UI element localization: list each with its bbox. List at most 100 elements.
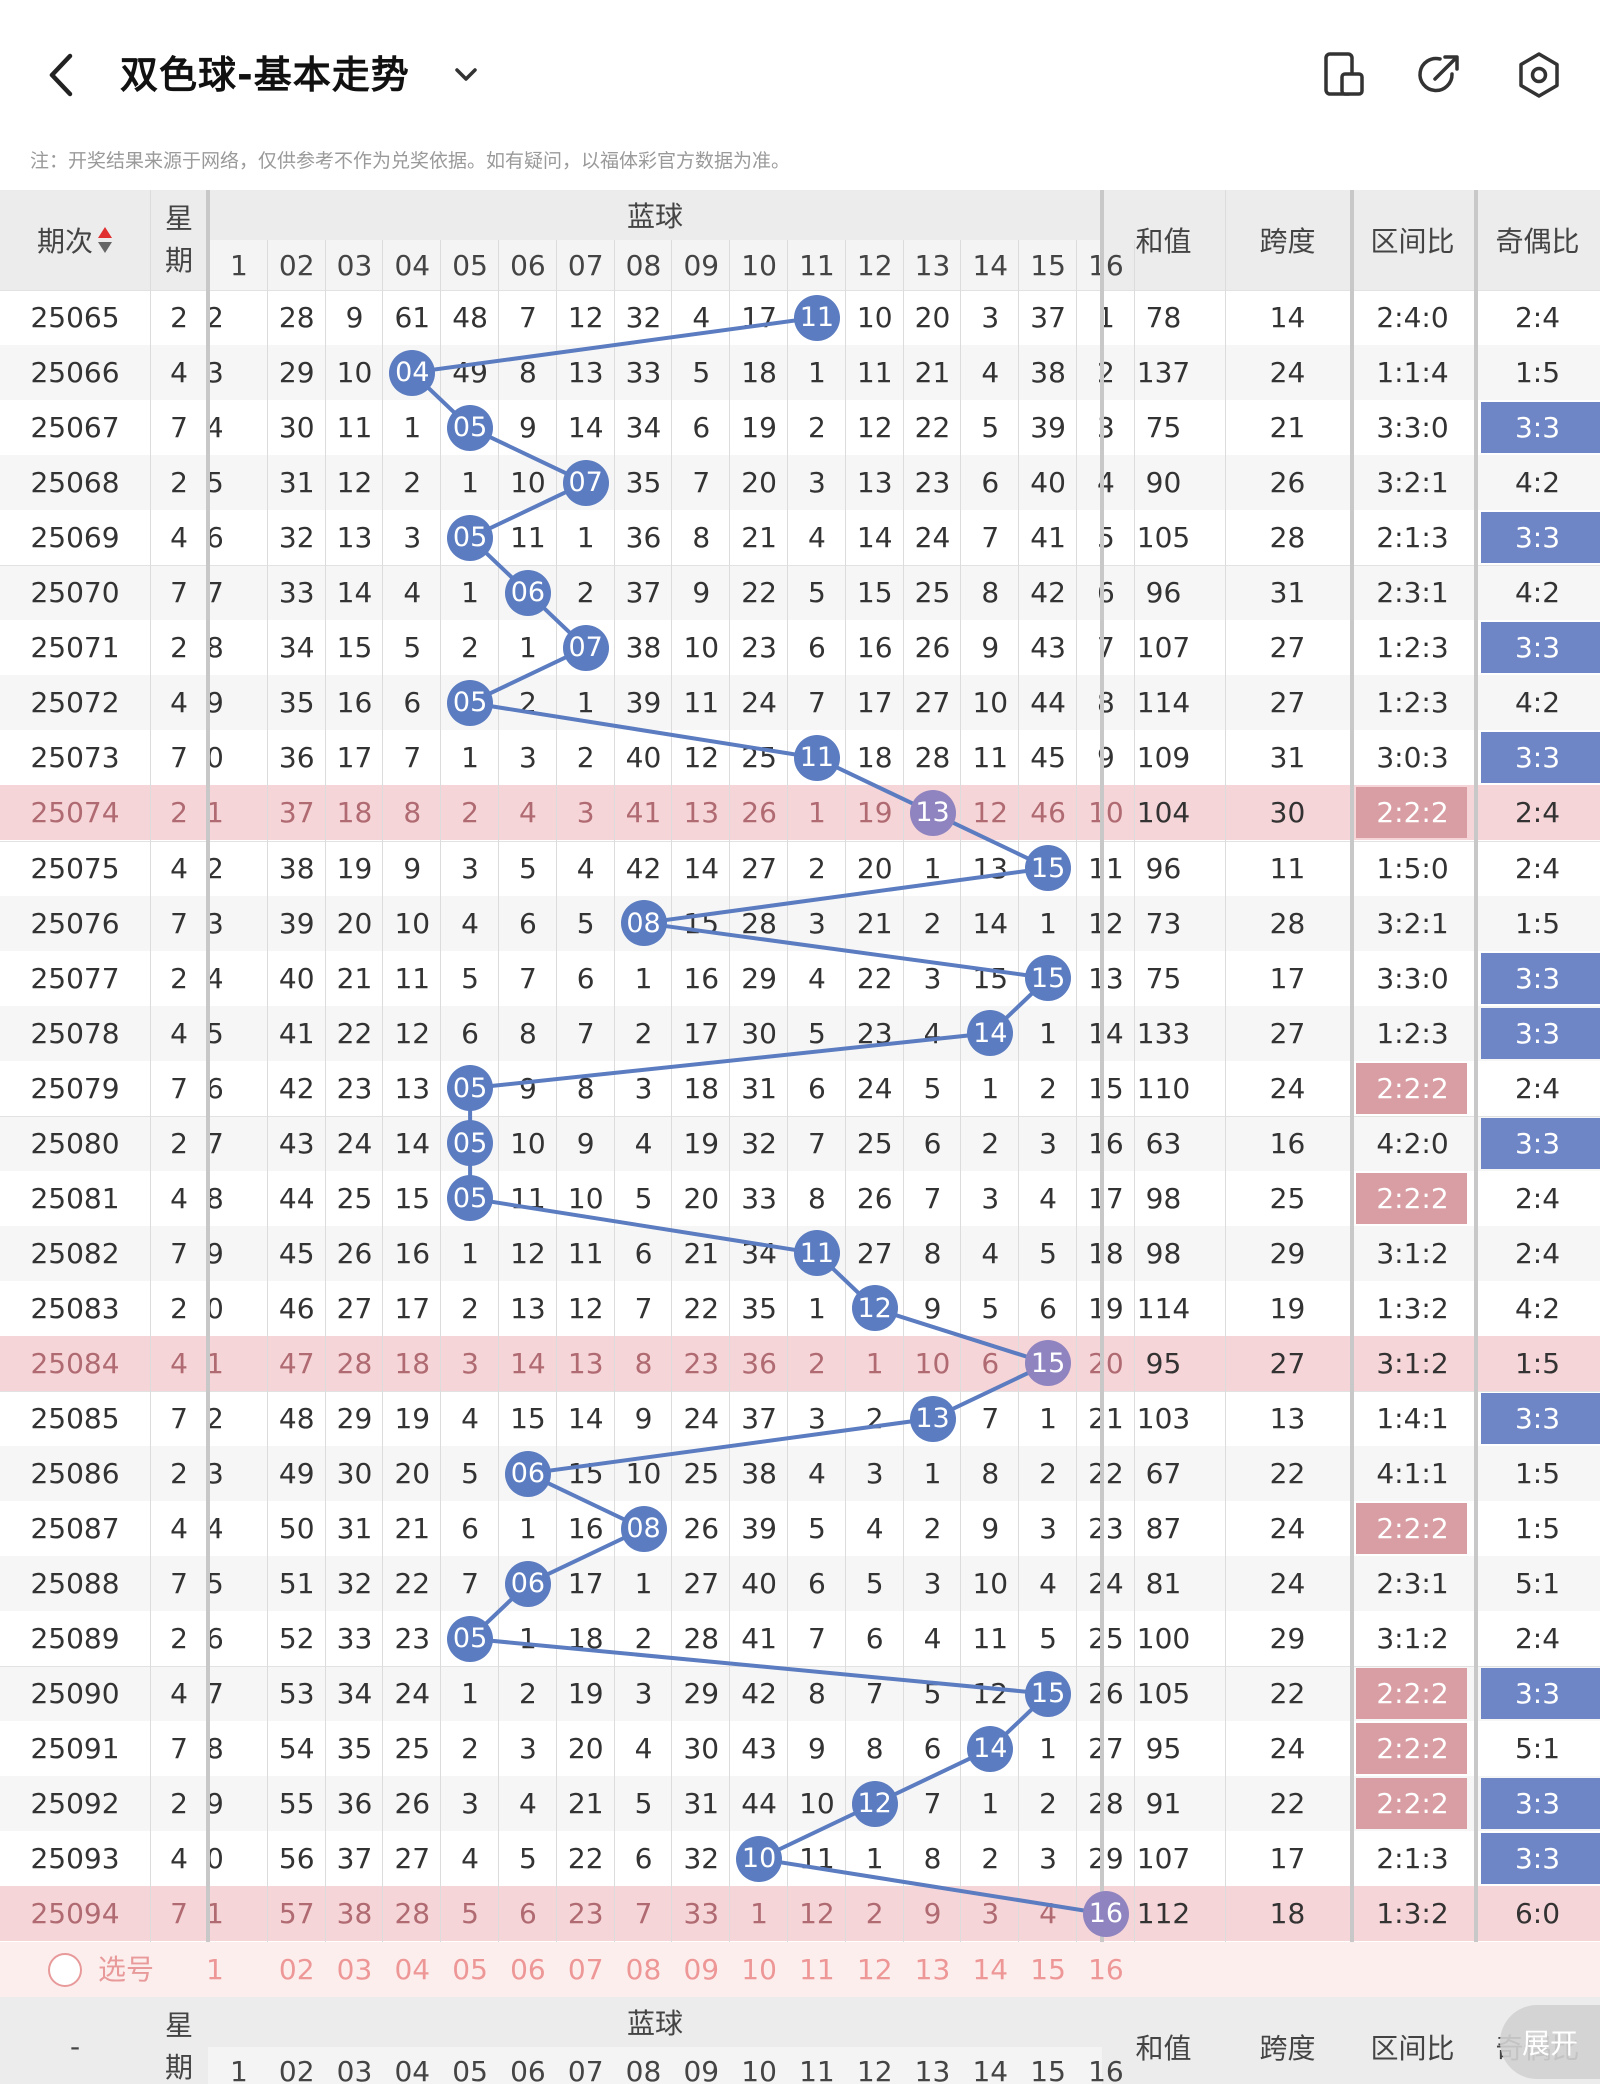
blue-cell-12: 4 (865, 1512, 884, 1546)
period-cell: 25068 (30, 466, 120, 500)
blue-cell-2: 47 (278, 1346, 315, 1380)
blue-cell-13: 7 (923, 1181, 942, 1215)
sum-cell: 90 (1145, 466, 1182, 500)
sum-cell: 81 (1145, 1567, 1182, 1601)
blue-cell-10: 19 (741, 411, 777, 445)
blue-cell-1: 3 (206, 906, 222, 940)
blue-cell-2: 29 (278, 356, 315, 390)
select-radio-icon[interactable] (48, 1952, 82, 1987)
blue-cell-6: 2 (518, 686, 537, 720)
period-cell: 25067 (30, 411, 120, 445)
odd-even-ratio-cell: 1:5 (1514, 356, 1561, 390)
chevron-down-icon[interactable] (448, 56, 484, 92)
blue-cell-11: 10 (799, 1787, 835, 1821)
blue-cell-10: 1 (750, 1897, 768, 1931)
span-cell: 24 (1269, 356, 1306, 390)
zone-ratio-cell: 3:1:2 (1376, 1346, 1449, 1380)
select-label[interactable]: 选号 (98, 1952, 155, 1986)
select-number-11[interactable]: 11 (799, 1952, 835, 1986)
blue-cell-15: 1 (1039, 906, 1057, 940)
blue-cell-2: 30 (278, 411, 315, 445)
blue-cell-12: 26 (856, 1181, 893, 1215)
blue-cell-12: 1 (865, 1346, 884, 1380)
blue-cell-13: 7 (923, 1787, 942, 1821)
select-number-4[interactable]: 04 (394, 1952, 431, 1986)
select-number-6[interactable]: 06 (510, 1952, 546, 1986)
week-cell: 2 (170, 301, 188, 335)
blue-cell-15: 1 (1039, 1732, 1057, 1766)
blue-cell-7: 14 (567, 411, 604, 445)
select-number-9[interactable]: 09 (683, 1952, 720, 1986)
blue-cell-6: 4 (518, 796, 537, 830)
blue-cell-12: 11 (856, 356, 893, 390)
blue-cell-14: 4 (981, 1236, 1000, 1270)
back-button[interactable] (38, 46, 88, 104)
blue-cell-5: 1 (461, 1236, 479, 1270)
col-header-period[interactable]: 期次 (0, 190, 150, 290)
span-cell: 22 (1269, 1457, 1306, 1491)
select-number-8[interactable]: 08 (625, 1952, 662, 1986)
blue-cell-6: 15 (510, 1402, 546, 1436)
blue-cell-1: 7 (206, 576, 222, 610)
span-cell: 17 (1269, 1842, 1306, 1876)
blue-cell-3: 36 (336, 1787, 373, 1821)
blue-cell-13: 21 (914, 356, 951, 390)
blue-cell-13: 25 (914, 576, 951, 610)
select-number-14[interactable]: 14 (972, 1952, 1009, 1986)
blue-cell-6: 6 (518, 906, 537, 940)
sum-cell: 105 (1136, 521, 1191, 555)
blue-cell-5: 7 (461, 1567, 479, 1601)
sum-cell: 98 (1145, 1236, 1182, 1270)
select-number-7[interactable]: 07 (567, 1952, 604, 1986)
select-number-15[interactable]: 15 (1030, 1952, 1066, 1986)
blue-cell-4: 10 (394, 906, 431, 940)
expand-button[interactable]: 展开 (1500, 2004, 1600, 2079)
page-title[interactable]: 双色球-基本走势 (120, 53, 410, 97)
blue-cell-6: 4 (518, 1787, 537, 1821)
period-cell: 25072 (30, 686, 120, 720)
blue-cell-15: 40 (1030, 466, 1066, 500)
zone-ratio-cell: 2:2:2 (1376, 1512, 1449, 1546)
oddeven-highlight (1481, 1393, 1600, 1445)
blue-cell-8: 5 (634, 1787, 653, 1821)
grid-line (266, 240, 268, 1997)
blue-cell-13: 20 (914, 301, 951, 335)
blue-cell-1: 5 (206, 466, 222, 500)
period-cell: 25083 (30, 1291, 120, 1325)
grid-line (787, 240, 788, 1997)
blue-cell-10: 17 (741, 301, 777, 335)
blue-cell-1: 1 (206, 1346, 222, 1380)
col-header-blue-13: 13 (914, 248, 951, 282)
col-header-blue-9: 09 (683, 2055, 720, 2084)
blue-cell-15: 2 (1039, 1787, 1057, 1821)
back-arrow-icon (49, 53, 73, 97)
blue-cell-13: 5 (923, 1677, 942, 1711)
blue-cell-12: 22 (856, 961, 893, 995)
blue-cell-8: 34 (625, 411, 662, 445)
blue-cell-10: 26 (741, 796, 777, 830)
blue-cell-11: 7 (807, 1126, 826, 1160)
blue-cell-3: 14 (336, 576, 373, 610)
week-cell: 7 (170, 1567, 188, 1601)
odd-even-ratio-cell: 2:4 (1514, 1181, 1561, 1215)
settings-icon[interactable] (1514, 50, 1564, 100)
zone-ratio-cell: 1:4:1 (1376, 1402, 1449, 1436)
grid-line (440, 240, 442, 1997)
blue-cell-7: 9 (576, 1126, 595, 1160)
blue-cell-3: 28 (336, 1346, 373, 1380)
select-number-1[interactable]: 1 (206, 1952, 224, 1986)
select-number-16[interactable]: 16 (1088, 1952, 1124, 1986)
blue-cell-2: 41 (278, 1016, 315, 1050)
share-icon[interactable] (1414, 50, 1464, 100)
select-number-5[interactable]: 05 (452, 1952, 488, 1986)
blue-cell-15: 3 (1039, 1126, 1057, 1160)
select-number-2[interactable]: 02 (278, 1952, 315, 1986)
week-cell: 4 (170, 1842, 188, 1876)
blue-cell-2: 45 (278, 1236, 315, 1270)
span-cell: 22 (1269, 1787, 1306, 1821)
select-number-13[interactable]: 13 (914, 1952, 951, 1986)
select-number-3[interactable]: 03 (336, 1952, 373, 1986)
select-number-12[interactable]: 12 (856, 1952, 893, 1986)
phone-layout-icon[interactable] (1320, 50, 1370, 100)
select-number-10[interactable]: 10 (741, 1952, 777, 1986)
